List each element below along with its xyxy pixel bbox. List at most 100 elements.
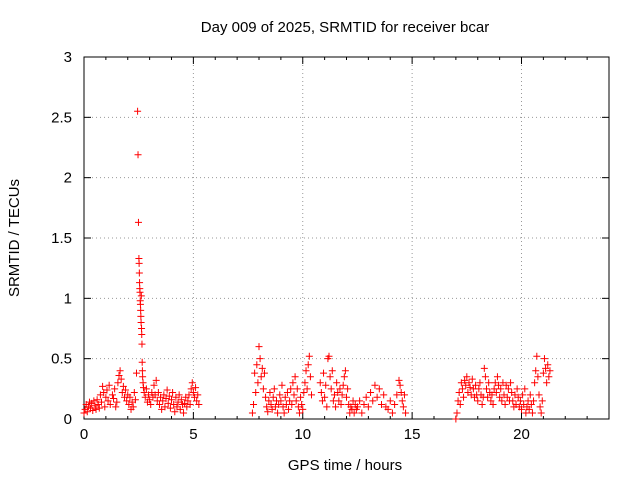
data-point (134, 218, 142, 226)
data-point (269, 393, 277, 401)
data-point (257, 373, 265, 381)
data-point (321, 393, 329, 401)
data-point (163, 386, 171, 394)
data-points (80, 107, 554, 423)
data-point (322, 381, 330, 389)
data-point (248, 409, 256, 417)
data-point (138, 340, 146, 348)
data-point (509, 397, 517, 405)
data-point (369, 397, 377, 405)
data-point (281, 393, 289, 401)
data-point (134, 151, 142, 159)
data-point (135, 269, 143, 277)
data-point (297, 393, 305, 401)
data-point (481, 373, 489, 381)
data-point (171, 408, 179, 416)
data-point (536, 403, 544, 411)
data-point (137, 312, 145, 320)
data-point (507, 379, 515, 387)
data-point (513, 385, 521, 393)
data-point (251, 369, 259, 377)
data-point (117, 375, 125, 383)
data-point (274, 409, 282, 417)
data-point (295, 409, 303, 417)
data-point (140, 384, 147, 392)
data-point (460, 393, 468, 401)
data-point (306, 373, 314, 381)
data-point (130, 388, 138, 396)
data-point (80, 409, 88, 417)
data-point (137, 306, 145, 314)
data-point (463, 373, 471, 381)
data-point (452, 415, 460, 423)
data-point (195, 401, 203, 409)
data-point (189, 388, 197, 396)
data-point (255, 343, 263, 351)
data-point (380, 391, 388, 399)
data-point (266, 388, 274, 396)
data-point (503, 393, 511, 401)
data-point (106, 401, 114, 409)
data-point (137, 318, 145, 326)
plot-frame (83, 56, 610, 420)
data-point (177, 396, 185, 404)
x-tick-label: 20 (513, 426, 530, 443)
data-point (336, 385, 344, 393)
data-point (323, 403, 331, 411)
data-point (90, 397, 98, 405)
data-point (187, 385, 195, 393)
data-point (327, 385, 335, 393)
data-point (492, 388, 500, 396)
data-point (260, 369, 268, 377)
data-point (276, 391, 284, 399)
data-point (137, 292, 145, 300)
data-point (112, 403, 120, 411)
data-point (476, 379, 484, 387)
data-point (364, 403, 372, 411)
data-point (531, 379, 539, 387)
data-point (518, 405, 525, 413)
data-point (286, 397, 294, 405)
data-point (480, 364, 488, 372)
data-point (123, 397, 131, 405)
data-point (532, 367, 540, 375)
data-point (514, 393, 522, 401)
data-point (193, 397, 201, 405)
data-point (176, 405, 184, 413)
data-point (527, 401, 535, 409)
data-point (290, 391, 298, 399)
data-point (461, 376, 469, 384)
data-point (165, 392, 173, 400)
data-point (136, 288, 144, 296)
data-point (287, 385, 295, 393)
data-point (489, 401, 497, 409)
data-point (116, 367, 124, 375)
data-point (265, 397, 273, 405)
data-point (126, 393, 134, 401)
data-point (483, 385, 490, 393)
x-axis-label: GPS time / hours (288, 457, 402, 474)
data-point (458, 385, 466, 393)
data-point (537, 409, 545, 417)
y-tick-label: 2 (64, 170, 72, 187)
data-point (496, 393, 504, 401)
data-point (83, 408, 91, 416)
data-point (328, 367, 336, 375)
data-point (375, 385, 383, 393)
data-point (140, 388, 148, 396)
data-point (111, 385, 119, 393)
data-point (89, 407, 97, 415)
data-point (280, 409, 288, 417)
data-point (455, 388, 463, 396)
data-point (317, 388, 325, 396)
data-point (502, 381, 510, 389)
x-tick-label: 5 (189, 426, 197, 443)
data-point (119, 382, 127, 390)
y-tick-label: 3 (64, 49, 72, 66)
data-point (180, 409, 188, 417)
data-point (301, 379, 309, 387)
data-point (150, 381, 158, 389)
data-point (456, 401, 464, 409)
data-point (291, 373, 299, 381)
data-point (142, 385, 150, 393)
